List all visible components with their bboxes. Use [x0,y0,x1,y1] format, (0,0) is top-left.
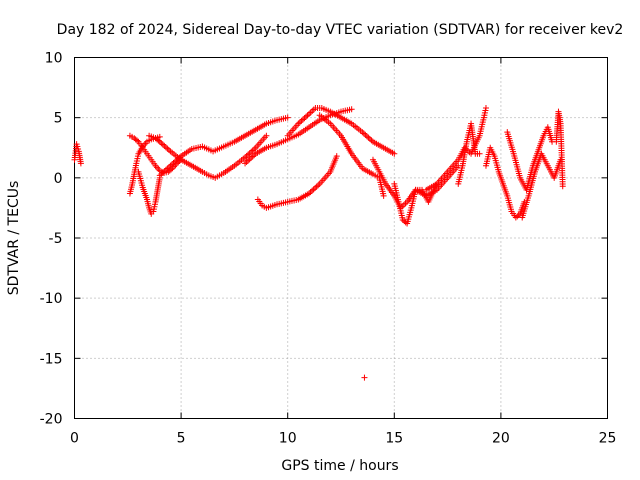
data-point [309,187,316,194]
data-point [310,186,317,193]
series-pass-I [284,105,398,157]
y-tick-label: 10 [45,51,63,67]
series-pass-J [316,112,387,199]
data-point [302,113,309,120]
data-point [400,201,407,208]
series-pass-A [71,141,84,167]
axis-ticks: 0 5 10 15 20 25 -20 -15 -10 -5 0 5 10 [40,51,617,447]
series-pass-N [455,120,483,187]
data-point [309,108,316,115]
data-point [313,183,320,190]
data-point [77,160,84,167]
x-axis-label: GPS time / hours [281,458,398,474]
y-tick-label: 0 [54,171,63,187]
series-outlier [361,374,368,381]
data-point [161,142,168,149]
y-tick-label: -5 [49,231,63,247]
data-point [391,150,398,157]
data-point [559,183,566,190]
data-point [301,115,308,122]
data-point [307,109,314,116]
data-point [315,182,322,189]
series-pass-F [156,114,291,179]
x-tick-label: 20 [492,431,510,447]
data-point [366,135,373,142]
data-point [165,146,172,153]
series-pass-E [146,132,270,181]
series-pass-H [254,153,340,211]
series-pass-P [504,124,556,193]
data-point [476,150,483,157]
data-point [155,137,162,144]
data-point [296,119,303,126]
data-point [304,112,311,119]
data-point [361,374,368,381]
x-tick-label: 25 [599,431,617,447]
y-axis-label: SDTVAR / TECUs [6,181,22,296]
series-pass-M [423,105,489,193]
y-tick-label: -15 [40,351,63,367]
chart-title: Day 182 of 2024, Sidereal Day-to-day VTE… [57,22,624,38]
data-point [284,114,291,121]
data-point [162,144,169,151]
data-point [306,111,313,118]
series-pass-K [369,156,462,211]
data-points [71,105,566,381]
data-point [310,106,317,113]
y-tick-label: -10 [40,291,63,307]
y-tick-label: 5 [54,111,63,127]
data-point [299,116,306,123]
data-point [362,131,369,138]
data-point [333,153,340,160]
data-point [159,141,166,148]
data-point [402,200,409,207]
data-point [134,137,141,144]
data-point [312,184,319,191]
x-tick-label: 10 [279,431,297,447]
data-point [363,133,370,140]
y-tick-label: -20 [40,412,63,428]
data-point [164,145,171,152]
series-pass-R [553,108,566,190]
data-point [298,117,305,124]
plot-frame [74,57,608,419]
x-tick-label: 15 [385,431,403,447]
x-tick-label: 5 [177,431,186,447]
data-point [360,130,367,137]
data-point [380,192,387,199]
x-tick-label: 0 [70,431,79,447]
data-point [348,106,355,113]
data-point [365,134,372,141]
data-point [482,105,489,112]
data-point [251,146,258,153]
data-point [263,132,270,139]
series-pass-D [135,168,163,217]
